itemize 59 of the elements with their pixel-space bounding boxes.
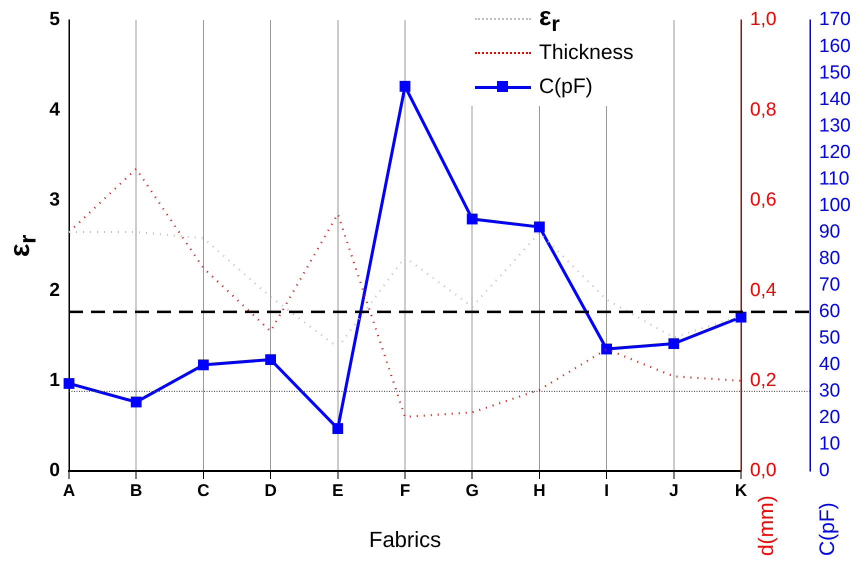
- y2-tick-label: 0,2: [750, 370, 776, 392]
- legend-label: C(pF): [539, 75, 593, 99]
- y3-tick-label: 50: [819, 328, 840, 349]
- point: [332, 423, 344, 434]
- point: [736, 312, 746, 323]
- point: [64, 378, 74, 389]
- point: [265, 354, 276, 365]
- legend-label: Thickness: [539, 41, 634, 65]
- y2-tick-label: 0,4: [750, 280, 777, 301]
- x-tick-label: J: [669, 480, 679, 500]
- y3-tick-label: 110: [819, 168, 850, 190]
- line-series: [68, 168, 742, 418]
- y2-axis-title: d(mm): [755, 495, 779, 556]
- y-tick-label: 1: [49, 370, 60, 392]
- y2-tick-label: 0,8: [750, 99, 776, 120]
- y3-tick-label: 170: [819, 9, 851, 30]
- point: [601, 344, 612, 354]
- y-tick-label: 4: [49, 99, 60, 120]
- y3-tick-label: 90: [819, 221, 840, 242]
- x-tick-label: D: [264, 480, 277, 500]
- x-tick-label: G: [466, 480, 479, 500]
- y2-tick-label: 0,6: [750, 190, 776, 211]
- y3-tick-label: 100: [819, 194, 851, 216]
- x-tick-label: K: [734, 480, 748, 500]
- y3-tick-label: 80: [819, 248, 840, 269]
- y-tick-label: 0: [49, 460, 60, 482]
- x-tick-label: A: [62, 480, 76, 500]
- y2-tick-label: 0,0: [750, 460, 776, 482]
- y2-tick-label: 1,0: [750, 9, 776, 30]
- x-tick-label: B: [130, 480, 142, 500]
- y3-tick-label: 130: [819, 115, 851, 136]
- point: [198, 359, 209, 370]
- x-tick-label: E: [332, 480, 344, 500]
- y3-tick-label: 20: [819, 407, 840, 428]
- point: [130, 396, 142, 408]
- y3-tick-label: 160: [819, 36, 851, 57]
- y-tick-label: 3: [49, 190, 60, 211]
- x-tick-label: C: [197, 480, 210, 500]
- y-tick-label: 2: [49, 280, 60, 301]
- y3-tick-label: 140: [819, 88, 851, 110]
- y3-axis-title: C(pF): [816, 502, 840, 556]
- y3-tick-label: 120: [819, 142, 851, 163]
- point: [668, 338, 680, 350]
- point: [466, 214, 478, 224]
- x-axis-title: Fabrics: [369, 527, 442, 553]
- legend-label: ε$_{r}$: [539, 0, 560, 38]
- y3-tick-label: 150: [819, 62, 851, 84]
- y3-tick-label: 10: [819, 434, 840, 455]
- y3-tick-label: 40: [819, 354, 840, 376]
- y3-tick-label: 70: [819, 274, 840, 296]
- y3-tick-label: 0: [819, 460, 830, 482]
- y3-tick-label: 30: [819, 380, 840, 402]
- point: [400, 80, 410, 92]
- x-tick-label: F: [400, 480, 410, 500]
- x-tick-label: H: [533, 480, 546, 500]
- x-tick-label: I: [604, 480, 609, 500]
- y3-tick-label: 60: [819, 301, 840, 322]
- y-tick-label: 5: [49, 9, 60, 30]
- point: [534, 222, 545, 232]
